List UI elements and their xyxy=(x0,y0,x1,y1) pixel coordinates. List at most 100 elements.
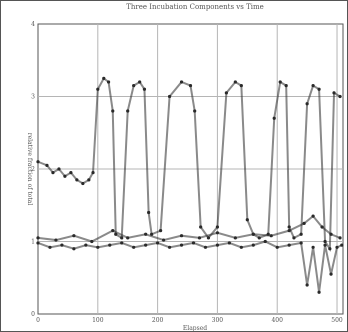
data-point xyxy=(72,234,76,238)
data-point xyxy=(54,238,58,242)
data-point xyxy=(132,84,136,88)
data-point xyxy=(299,241,303,245)
data-point xyxy=(111,109,115,113)
series-trace xyxy=(37,214,341,243)
data-point xyxy=(272,116,276,120)
data-points-layer xyxy=(36,76,344,294)
data-point xyxy=(305,102,309,106)
data-point xyxy=(292,236,296,240)
data-point xyxy=(287,225,291,229)
data-point xyxy=(48,245,52,249)
data-point xyxy=(90,239,94,244)
data-point xyxy=(91,171,95,175)
data-point xyxy=(106,80,111,84)
data-point xyxy=(158,229,163,233)
data-point xyxy=(138,80,142,84)
data-point xyxy=(275,245,279,249)
data-point xyxy=(305,283,309,287)
data-point xyxy=(102,76,106,80)
data-point xyxy=(335,245,339,249)
data-point xyxy=(179,234,184,238)
data-point xyxy=(132,245,136,249)
x-tick-label: 200 xyxy=(152,317,164,324)
data-point xyxy=(111,229,115,233)
data-point xyxy=(317,87,321,91)
data-point xyxy=(167,245,172,249)
data-point xyxy=(233,80,237,84)
data-point xyxy=(75,178,79,182)
data-point xyxy=(215,243,220,247)
data-point xyxy=(147,210,151,215)
data-point xyxy=(233,236,237,240)
data-point xyxy=(87,178,91,182)
data-point xyxy=(72,247,76,251)
data-point xyxy=(81,181,85,186)
x-tick-label: 500 xyxy=(331,317,343,324)
data-point xyxy=(251,232,255,236)
data-point xyxy=(203,245,208,249)
data-point xyxy=(227,241,231,245)
data-point xyxy=(284,84,288,88)
data-point xyxy=(69,171,73,175)
data-point xyxy=(63,174,67,178)
data-point xyxy=(120,236,124,240)
data-point xyxy=(278,80,282,84)
data-point xyxy=(179,80,184,84)
data-point xyxy=(311,245,315,249)
data-point xyxy=(45,163,49,167)
x-tick-label: 0 xyxy=(36,317,40,324)
data-point xyxy=(36,241,40,245)
x-tick-label: 100 xyxy=(92,317,104,324)
data-point xyxy=(215,231,220,235)
data-point xyxy=(199,225,203,229)
y-tick-label: 4 xyxy=(31,21,35,28)
y-tick-label: 0 xyxy=(31,311,35,318)
data-point xyxy=(167,94,172,99)
data-point xyxy=(323,239,327,244)
y-tick-label: 3 xyxy=(31,94,35,101)
data-point xyxy=(191,241,196,245)
data-point xyxy=(51,171,55,175)
data-point xyxy=(144,232,148,236)
data-point xyxy=(323,243,327,247)
data-point xyxy=(287,243,291,247)
data-point xyxy=(269,234,273,238)
data-point xyxy=(239,84,243,88)
data-point xyxy=(311,84,315,88)
data-point xyxy=(96,87,100,91)
data-point xyxy=(251,243,255,247)
data-point xyxy=(299,232,303,236)
y-tick-layer: 0 1 2 3 4 xyxy=(31,21,35,318)
series-trace xyxy=(37,240,343,293)
x-tick-label: 400 xyxy=(271,317,283,324)
x-axis-label: Elapsed xyxy=(183,325,207,332)
data-point xyxy=(193,109,197,113)
data-point xyxy=(338,94,342,99)
data-point xyxy=(36,160,40,164)
data-point xyxy=(317,290,321,294)
data-point xyxy=(57,167,61,171)
data-point xyxy=(142,87,147,91)
data-point xyxy=(239,245,243,249)
data-point xyxy=(257,236,261,240)
data-point xyxy=(206,236,211,240)
y-tick-label: 1 xyxy=(31,239,35,246)
data-point xyxy=(338,236,342,240)
data-point xyxy=(329,232,333,236)
chart-title: Three Incubation Components vs Time xyxy=(126,3,264,11)
data-point xyxy=(328,247,332,251)
data-point xyxy=(120,241,124,245)
data-point xyxy=(188,84,193,88)
y-tick-label: 2 xyxy=(31,166,35,173)
data-point xyxy=(263,239,267,244)
data-point xyxy=(287,229,291,233)
grid-layer xyxy=(38,24,343,314)
data-point xyxy=(161,238,166,242)
data-point xyxy=(126,236,130,240)
data-point xyxy=(332,91,336,95)
data-point xyxy=(96,245,100,249)
data-point xyxy=(311,214,315,218)
data-point xyxy=(302,221,306,225)
data-point xyxy=(224,91,228,95)
y-axis-label: relative fraction of total xyxy=(26,133,33,206)
